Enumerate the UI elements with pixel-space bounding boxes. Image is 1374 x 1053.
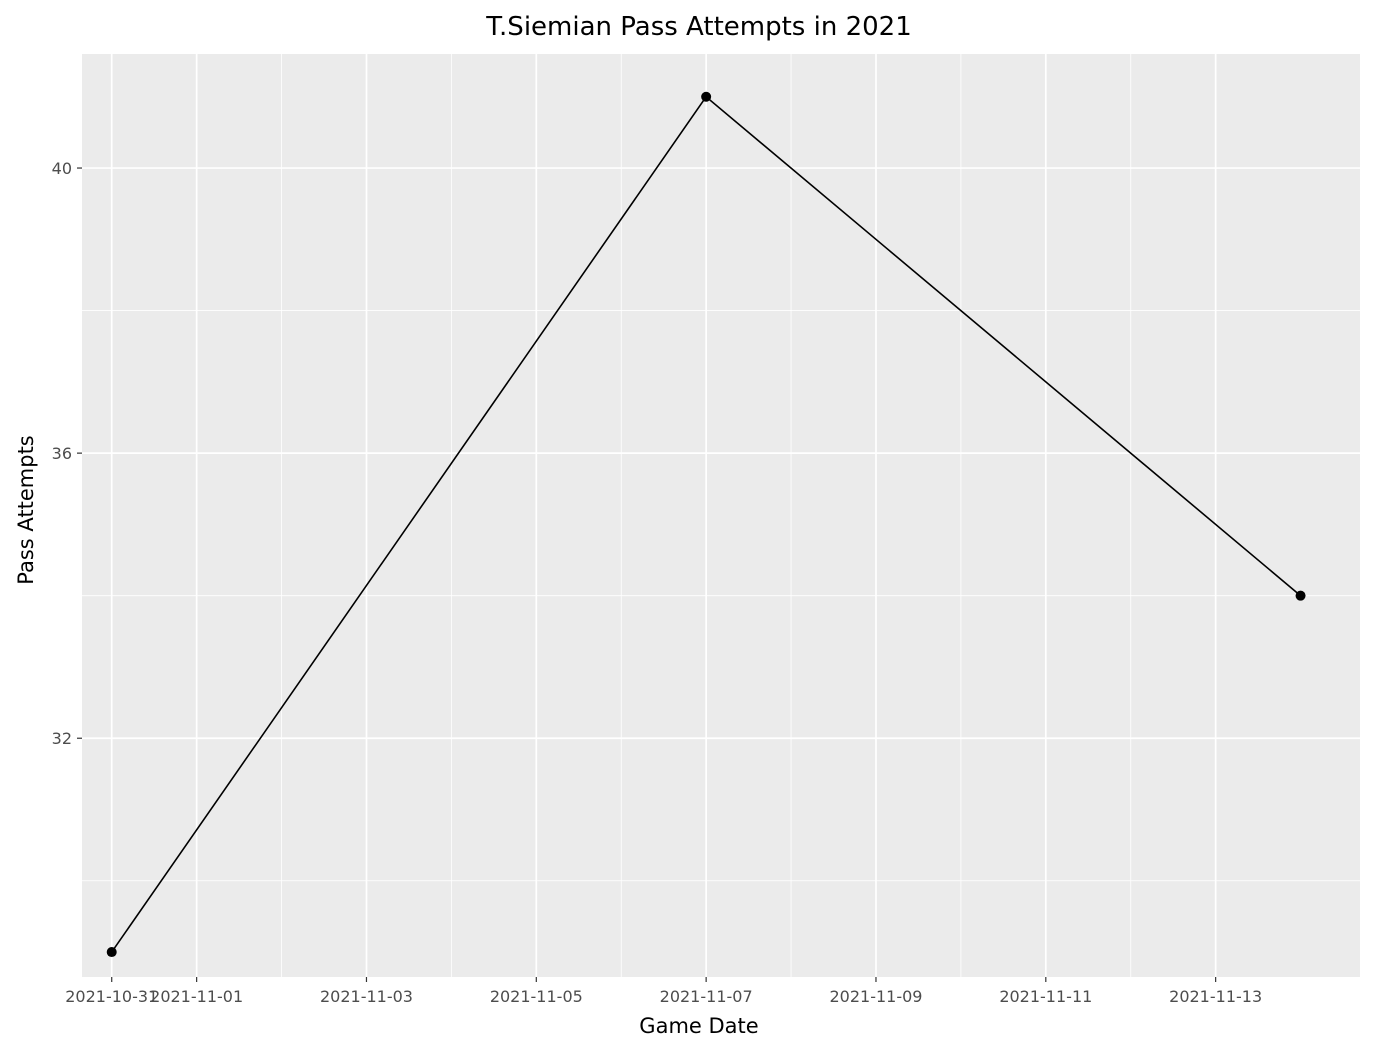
x-tick-label: 2021-11-05 xyxy=(490,987,583,1006)
y-tick-label: 32 xyxy=(52,729,72,748)
x-tick-label: 2021-11-01 xyxy=(150,987,243,1006)
data-point xyxy=(1295,590,1306,601)
y-tick-label: 40 xyxy=(52,159,72,178)
plot-panel xyxy=(82,54,1360,977)
data-point xyxy=(106,947,117,958)
x-tick-label: 2021-11-11 xyxy=(999,987,1092,1006)
x-tick-label: 2021-11-13 xyxy=(1169,987,1262,1006)
major-gridlines xyxy=(82,54,1360,977)
axis-ticks xyxy=(77,167,1217,982)
data-point xyxy=(701,91,712,102)
x-tick-label: 2021-11-09 xyxy=(829,987,922,1006)
y-axis-tick-labels: 32 36 40 xyxy=(52,159,72,748)
y-axis-title: Pass Attempts xyxy=(14,435,38,585)
data-points xyxy=(106,91,1306,958)
x-tick-label: 2021-11-07 xyxy=(660,987,753,1006)
x-tick-label: 2021-10-31 xyxy=(65,987,158,1006)
x-tick-label: 2021-11-03 xyxy=(320,987,413,1006)
minor-gridlines xyxy=(82,54,1360,977)
x-axis-title: Game Date xyxy=(639,1014,758,1038)
y-tick-label: 36 xyxy=(52,444,72,463)
chart-title: T.Siemian Pass Attempts in 2021 xyxy=(485,12,912,42)
